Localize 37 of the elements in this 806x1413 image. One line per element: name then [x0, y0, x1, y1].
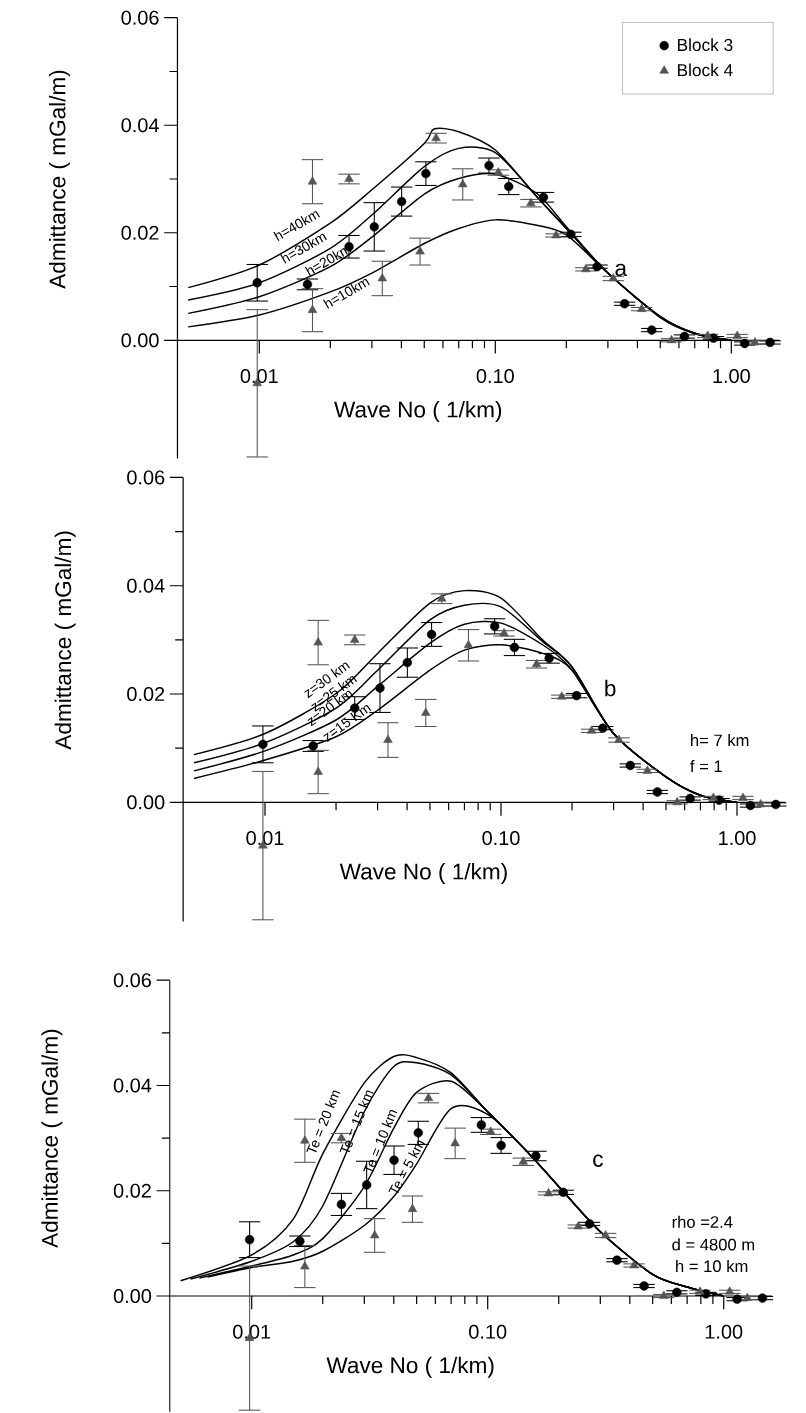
y-tick-label: 0.00 [121, 333, 159, 348]
y-tick-label: 0.02 [127, 686, 165, 702]
annotation: f = 1 [690, 760, 722, 773]
x-tick-label: 0.10 [469, 1324, 507, 1339]
y-axis-title: Admittance ( mGal/m) [48, 70, 70, 289]
annotation: b [605, 679, 616, 697]
y-tick-label: 0.06 [113, 973, 151, 988]
x-axis-title: Wave No ( 1/km) [326, 1356, 494, 1378]
y-tick-label: 0.00 [127, 795, 165, 810]
y-tick-label: 0.02 [113, 1183, 151, 1198]
y-tick-label: 0.04 [121, 118, 159, 133]
x-tick-label: 1.00 [719, 830, 756, 846]
x-axis-title: Wave No ( 1/km) [334, 400, 502, 423]
x-axis-title: Wave No ( 1/km) [339, 863, 507, 885]
x-tick-label: 1.00 [705, 1324, 743, 1339]
annotation: h= 7 km [691, 734, 749, 747]
y-tick-label: 0.06 [121, 10, 159, 25]
annotation: d = 4800 m [672, 1238, 755, 1251]
x-tick-label: 0.10 [476, 368, 514, 384]
annotation: h = 10 km [676, 1259, 748, 1273]
x-tick-label: 1.00 [713, 368, 750, 384]
annotation: a [615, 263, 628, 277]
annotation: Te = 5 km [388, 1140, 425, 1194]
x-tick-label: 0.01 [240, 368, 278, 384]
y-axis-title: Admittance ( mGal/m) [54, 531, 76, 750]
x-tick-label: 0.10 [482, 830, 520, 846]
y-tick-label: 0.02 [121, 225, 159, 240]
y-axis-title: Admittance ( mGal/m) [41, 1029, 63, 1248]
y-tick-label: 0.04 [127, 578, 165, 593]
annotation: c [593, 1154, 603, 1167]
annotation: rho =2.4 [672, 1215, 733, 1228]
y-tick-label: 0.04 [113, 1078, 152, 1093]
legend-label: Block 4 [677, 63, 733, 77]
y-tick-label: 0.06 [127, 470, 165, 485]
x-tick-label: 0.01 [246, 830, 284, 846]
legend-label: Block 3 [677, 38, 733, 52]
y-tick-label: 0.00 [113, 1288, 152, 1304]
